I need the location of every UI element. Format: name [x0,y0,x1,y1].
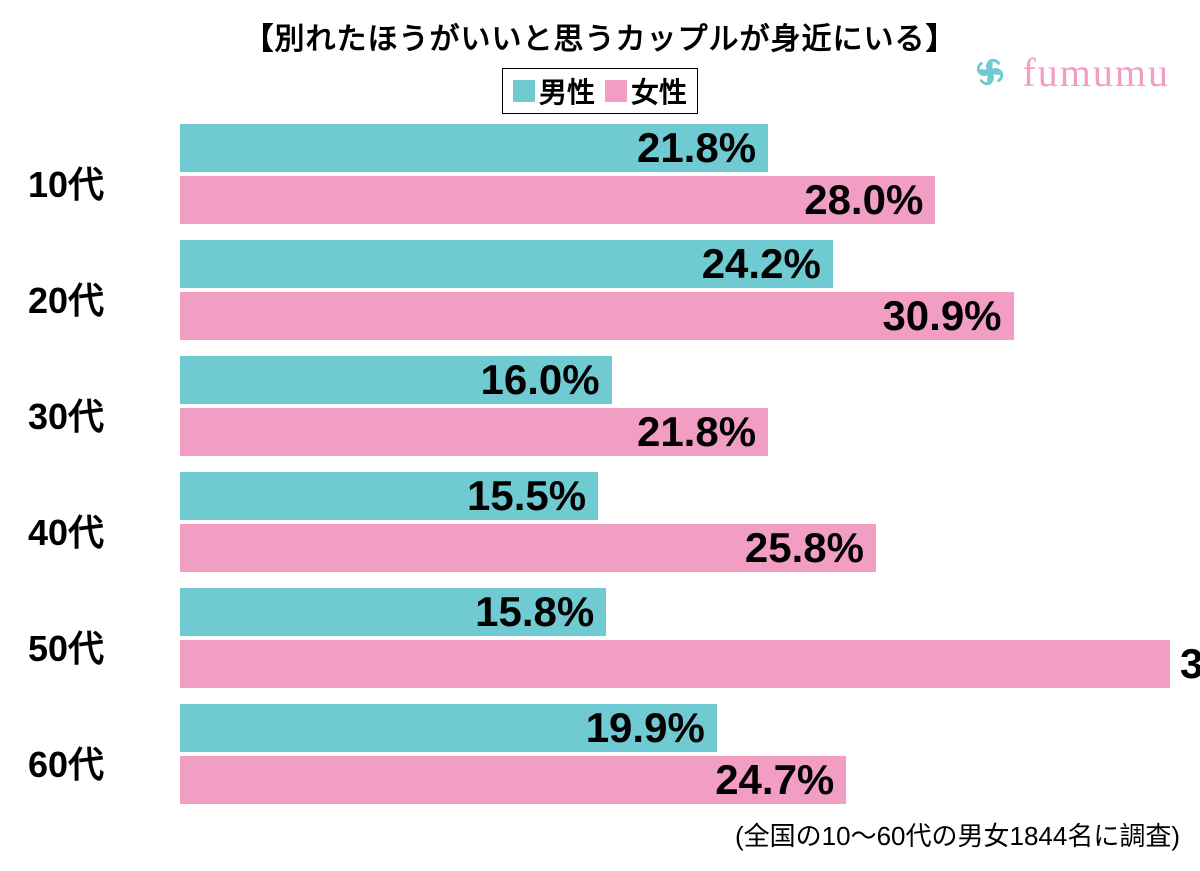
chart-group: 60代 19.9%24.7% [0,698,1200,814]
legend-item-male: 男性 [513,71,595,111]
bar-value-female: 36.7% [1170,640,1200,688]
chart-group: 30代 16.0% 21.8% [0,350,1200,466]
bar-value-female: 30.9% [882,292,1001,340]
bar-female: 25.8% [180,524,876,572]
category-label: 60代 [28,736,104,788]
bar-female: 36.7% [180,640,1170,688]
bar-chart: 10代 21.8% 28.0% 20代 24.2% 30.9% 30代 16.0% 21.8% 4… [0,118,1200,814]
bar-value-male: 16.0% [481,356,600,404]
legend-label-female: 女性 [631,71,687,111]
bar-male: 21.8% [180,124,768,172]
bar-value-male: 24.2% [702,240,821,288]
bar-male: 24.2% [180,240,833,288]
bar-female: 28.0% [180,176,935,224]
brand-logo-text: fumumu [1022,49,1170,96]
chart-group: 50代15.8%36.7% [0,582,1200,698]
legend-swatch-male [513,80,535,102]
bar-female: 21.8% [180,408,768,456]
chart-group: 40代 15.5% 25.8% [0,466,1200,582]
bar-value-female: 25.8% [745,524,864,572]
brand-logo: fumumu [966,48,1170,96]
legend-swatch-female [605,80,627,102]
bar-female: 30.9% [180,292,1014,340]
bar-male: 16.0% [180,356,612,404]
chart-group: 20代 24.2% 30.9% [0,234,1200,350]
bar-female: 24.7% [180,756,846,804]
bar-value-male: 15.8% [475,588,594,636]
bar-value-male: 21.8% [637,124,756,172]
bar-value-male: 15.5% [467,472,586,520]
legend-item-female: 女性 [605,71,687,111]
category-label: 30代 [28,388,104,440]
bar-male: 19.9% [180,704,717,752]
bar-value-female: 24.7% [715,756,834,804]
bar-value-female: 21.8% [637,408,756,456]
bar-value-male: 19.9% [586,704,705,752]
category-label: 50代 [28,620,104,672]
category-label: 20代 [28,272,104,324]
category-label: 40代 [28,504,104,556]
chart-footnote: (全国の10〜60代の男女1844名に調査) [735,816,1180,853]
bar-value-female: 28.0% [804,176,923,224]
fumumu-flower-icon [966,48,1014,96]
bar-male: 15.5% [180,472,598,520]
chart-group: 10代 21.8% 28.0% [0,118,1200,234]
category-label: 10代 [28,156,104,208]
bar-male: 15.8% [180,588,606,636]
legend-label-male: 男性 [539,71,595,111]
